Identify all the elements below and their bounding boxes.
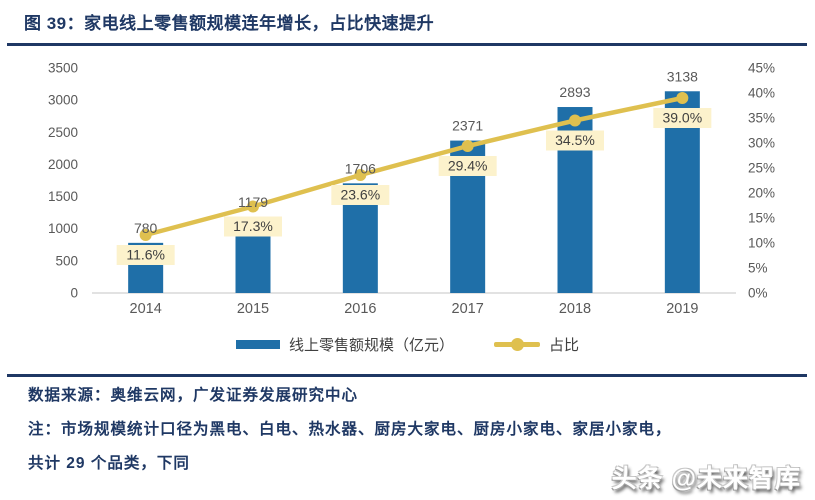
right-axis-tick: 5% [748,261,768,276]
data-source: 数据来源：奥维云网，广发证券发展研究中心 [28,387,359,404]
left-axis-tick: 3500 [48,61,78,76]
bar-value-2017: 2371 [452,118,483,134]
ratio-label-bg-2014 [116,245,175,265]
ratio-marker-2019 [676,92,689,104]
right-axis-tick: 25% [748,161,775,176]
x-label-2017: 2017 [452,301,484,317]
left-axis-tick: 2000 [48,157,78,172]
combo-chart: 0 500 1000 1500 2000 2500 3000 3500 0% 5% 10% 15% 20… [48,61,775,318]
left-axis-tick: 1500 [48,189,78,204]
line-series-swatch [494,338,540,351]
ratio-marker-2017 [461,140,474,152]
left-axis-tick: 1000 [48,221,78,236]
ratio-label-bg-2016 [331,185,390,205]
line-series-label: 占比 [549,337,580,354]
legend-item-line-series: 占比 [494,334,579,355]
ratio-label-2015: 17.3% [233,218,273,234]
legend-item-bar-series: 线上零售额规模（亿元） [235,334,454,355]
ratio-marker-2018 [569,114,581,127]
right-axis-tick: 45% [748,61,775,76]
right-axis-tick: 15% [748,211,775,226]
right-axis-tick: 20% [748,186,775,201]
ratio-label-bg-2019 [653,108,712,128]
x-label-2015: 2015 [237,301,269,317]
bar-value-2015: 1179 [238,194,268,210]
x-label-2019: 2019 [666,301,698,317]
ratio-label-2014: 11.6% [126,247,165,263]
ratio-label-2016: 23.6% [340,187,380,203]
title-divider [7,43,807,46]
note-line-2: 共计 29 个品类，下同 [28,455,190,472]
ratio-label-bg-2015 [224,216,282,237]
left-axis-tick: 0 [70,286,78,301]
chart-legend: 线上零售额规模（亿元） 占比 [0,334,815,355]
bar-value-2019: 3138 [667,68,698,84]
left-axis-tick: 500 [55,253,78,268]
x-label-2016: 2016 [344,301,376,317]
bar-series-label: 线上零售额规模（亿元） [288,337,454,354]
ratio-label-2019: 39.0% [662,110,702,126]
ratio-marker-2015 [247,200,259,213]
ratio-label-bg-2018 [546,130,604,151]
ratio-label-2018: 34.5% [555,132,595,148]
bar-value-2018: 2893 [559,84,590,100]
right-axis-tick: 0% [748,286,768,301]
x-label-2014: 2014 [130,301,162,317]
x-label-2018: 2018 [559,301,591,317]
figure-title: 图 39：家电线上零售额规模连年增长，占比快速提升 [24,14,435,33]
footer-divider [7,374,807,377]
watermark: 头条 @未来智库 [611,465,801,493]
ratio-marker-2014 [139,229,152,241]
note-line-1: 注：市场规模统计口径为黑电、白电、热水器、厨房大家电、厨房小家电、家居小家电， [28,421,672,438]
right-axis-tick: 10% [748,236,775,251]
right-axis-tick: 30% [748,136,775,151]
left-axis-tick: 3000 [48,93,78,108]
ratio-marker-2016 [354,169,367,181]
line-series-dot [511,338,524,351]
right-axis-tick: 35% [748,111,775,126]
ratio-line [145,95,683,238]
left-axis-tick: 2500 [48,125,78,140]
bar-series-swatch [235,340,280,349]
ratio-label-bg-2017 [438,156,497,176]
bar-value-2016: 1706 [345,160,376,176]
ratio-label-2017: 29.4% [448,158,488,174]
right-axis-tick: 40% [748,86,775,101]
bar-value-2014: 780 [134,220,158,236]
